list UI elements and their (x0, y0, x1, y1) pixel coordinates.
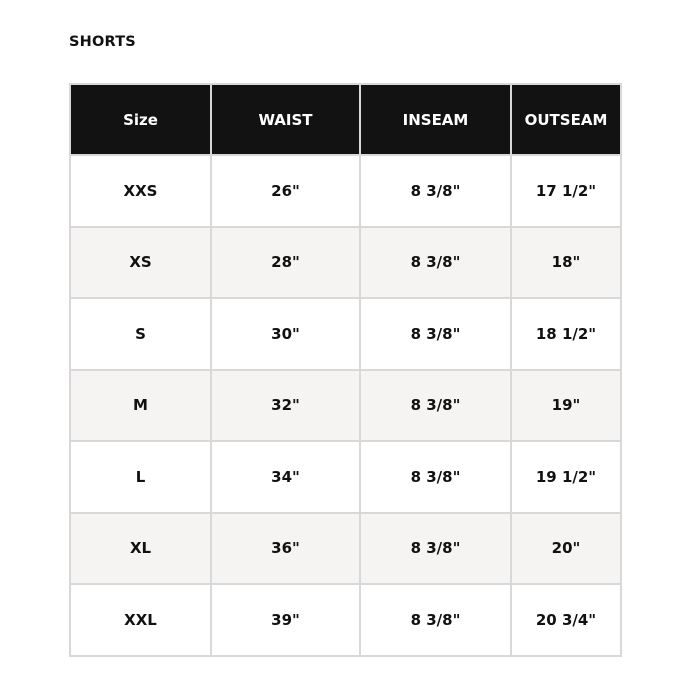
cell-outseam: 19 1/2" (510, 440, 622, 514)
header-row: Size WAIST INSEAM OUTSEAM (69, 83, 622, 156)
cell-size: XL (69, 511, 212, 585)
cell-inseam: 8 3/8" (359, 225, 512, 299)
cell-inseam: 8 3/8" (359, 368, 512, 442)
table-row: L 34" 8 3/8" 19 1/2" (69, 440, 622, 514)
table-row: XXL 39" 8 3/8" 20 3/4" (69, 583, 622, 657)
size-chart-table: Size WAIST INSEAM OUTSEAM XXS 26" 8 3/8" 17… (69, 83, 622, 657)
cell-waist: 32" (210, 368, 361, 442)
cell-outseam: 18" (510, 225, 622, 299)
cell-outseam: 20 3/4" (510, 583, 622, 657)
cell-waist: 28" (210, 225, 361, 299)
cell-size: S (69, 297, 212, 371)
header-outseam: OUTSEAM (510, 83, 622, 156)
cell-inseam: 8 3/8" (359, 154, 512, 228)
cell-size: XXS (69, 154, 212, 228)
header-inseam: INSEAM (359, 83, 512, 156)
header-size: Size (69, 83, 212, 156)
page-title: SHORTS (69, 34, 136, 50)
cell-size: L (69, 440, 212, 514)
cell-waist: 26" (210, 154, 361, 228)
cell-outseam: 19" (510, 368, 622, 442)
table-row: XXS 26" 8 3/8" 17 1/2" (69, 154, 622, 228)
cell-waist: 39" (210, 583, 361, 657)
cell-inseam: 8 3/8" (359, 583, 512, 657)
table-row: XL 36" 8 3/8" 20" (69, 511, 622, 585)
cell-outseam: 18 1/2" (510, 297, 622, 371)
cell-inseam: 8 3/8" (359, 297, 512, 371)
table-row: XS 28" 8 3/8" 18" (69, 225, 622, 299)
cell-outseam: 17 1/2" (510, 154, 622, 228)
cell-outseam: 20" (510, 511, 622, 585)
cell-size: XS (69, 225, 212, 299)
header-waist: WAIST (210, 83, 361, 156)
table-row: M 32" 8 3/8" 19" (69, 368, 622, 442)
cell-inseam: 8 3/8" (359, 511, 512, 585)
table-row: S 30" 8 3/8" 18 1/2" (69, 297, 622, 371)
cell-waist: 36" (210, 511, 361, 585)
cell-size: M (69, 368, 212, 442)
cell-size: XXL (69, 583, 212, 657)
cell-inseam: 8 3/8" (359, 440, 512, 514)
cell-waist: 34" (210, 440, 361, 514)
cell-waist: 30" (210, 297, 361, 371)
